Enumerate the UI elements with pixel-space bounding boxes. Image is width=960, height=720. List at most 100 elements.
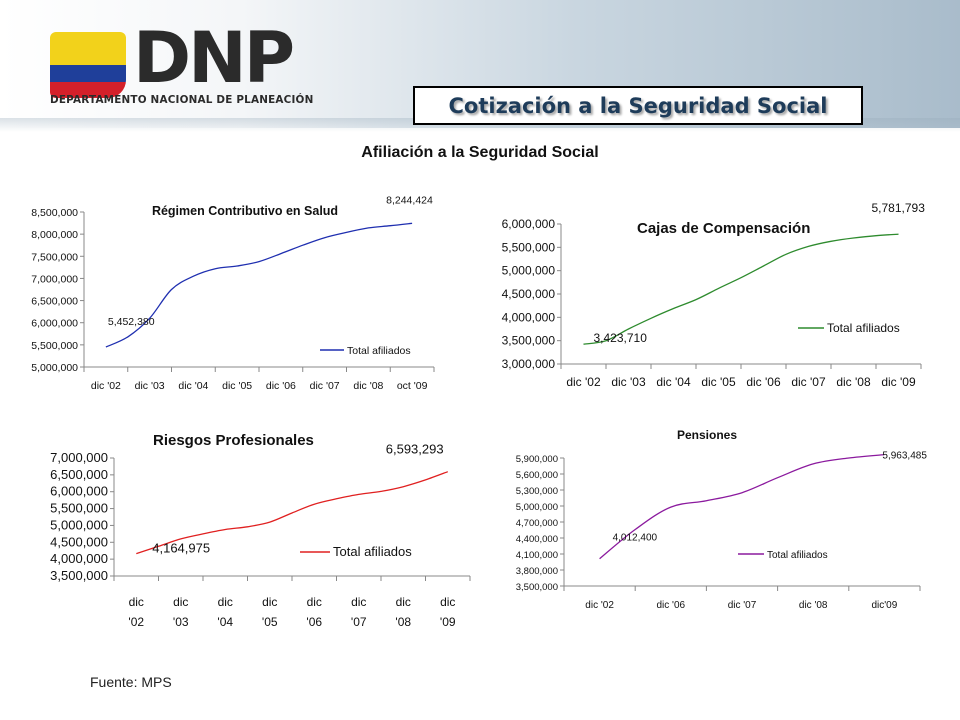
y-tick-label: 3,500,000 <box>50 568 108 583</box>
data-label-first: 4,164,975 <box>152 541 210 556</box>
x-tick-label: dic '05 <box>701 375 736 389</box>
y-tick-label: 4,500,000 <box>502 287 556 301</box>
x-tick-label: dic '09 <box>881 375 916 389</box>
legend-label: Total afiliados <box>827 321 900 335</box>
x-tick-label: dic <box>218 595 233 609</box>
x-tick-label: dic '02 <box>585 600 614 611</box>
x-tick-label: dic '05 <box>222 380 252 392</box>
chart-title: Régimen Contributivo en Salud <box>152 204 338 218</box>
y-tick-label: 5,000,000 <box>502 264 556 278</box>
y-tick-label: 4,500,000 <box>50 534 108 549</box>
legend-label: Total afiliados <box>347 345 411 357</box>
chart-cajas-compensacion: 3,000,000 3,500,000 4,000,000 4,500,000 5,00… <box>502 201 926 389</box>
logo-subtitle: DEPARTAMENTO NACIONAL DE PLANEACIÓN <box>50 94 314 106</box>
y-tick-label: 5,000,000 <box>516 502 558 513</box>
y-tick-label: 5,500,000 <box>50 501 108 516</box>
y-tick-label: 6,000,000 <box>502 217 556 231</box>
y-tick-label: 4,700,000 <box>516 518 558 529</box>
x-tick-label: dic '04 <box>178 380 208 392</box>
page-subtitle: Afiliación a la Seguridad Social <box>361 144 599 161</box>
x-tick-label: dic '03 <box>135 380 165 392</box>
y-tick-label: 4,000,000 <box>50 551 108 566</box>
x-tick-label: dic '08 <box>799 600 828 611</box>
data-label-first: 5,452,380 <box>108 316 155 328</box>
x-tick-label: '03 <box>173 615 189 629</box>
x-tick-label: dic <box>351 595 366 609</box>
y-tick-label: 3,500,000 <box>516 582 558 593</box>
y-tick-label: 7,000,000 <box>50 450 108 465</box>
data-label-first: 3,423,710 <box>594 331 648 345</box>
logo-text: DNP <box>133 17 295 99</box>
series-line <box>105 222 413 348</box>
chart-title: Riesgos Profesionales <box>153 432 314 449</box>
source-note: Fuente: MPS <box>90 674 172 690</box>
data-label-last: 6,593,293 <box>386 442 444 457</box>
chart-pensiones: 3,500,000 3,800,000 4,100,000 4,400,000 4,70… <box>516 428 928 611</box>
y-tick-label: 7,500,000 <box>31 251 78 263</box>
y-tick-label: 5,000,000 <box>50 517 108 532</box>
legend-label: Total afiliados <box>333 544 412 559</box>
x-tick-label: dic <box>440 595 455 609</box>
x-tick-label: dic <box>173 595 188 609</box>
x-tick-label: dic '06 <box>657 600 686 611</box>
y-tick-label: 5,600,000 <box>516 470 558 481</box>
x-tick-label: dic '07 <box>728 600 757 611</box>
y-tick-label: 6,000,000 <box>50 484 108 499</box>
y-tick-label: 8,500,000 <box>31 207 78 219</box>
data-label-last: 8,244,424 <box>386 194 433 206</box>
x-tick-label: '05 <box>262 615 278 629</box>
x-tick-label: dic '08 <box>836 375 871 389</box>
x-tick-label: dic '02 <box>91 380 121 392</box>
y-tick-label: 8,000,000 <box>31 229 78 241</box>
y-tick-label: 4,400,000 <box>516 534 558 545</box>
data-label-first: 4,012,400 <box>613 533 658 544</box>
colombia-flag-icon <box>50 32 126 98</box>
dnp-logo: DNP DEPARTAMENTO NACIONAL DE PLANEACIÓN <box>47 20 313 110</box>
x-tick-label: '04 <box>217 615 233 629</box>
x-tick-label: dic '02 <box>566 375 601 389</box>
x-tick-label: '09 <box>440 615 456 629</box>
y-tick-label: 3,000,000 <box>502 357 556 371</box>
y-tick-label: 7,000,000 <box>31 273 78 285</box>
y-tick-label: 3,500,000 <box>502 334 556 348</box>
y-tick-label: 6,000,000 <box>31 318 78 330</box>
x-tick-label: dic '04 <box>656 375 691 389</box>
x-tick-label: dic <box>307 595 322 609</box>
chart-regimen-contributivo: 5,000,000 5,500,000 6,000,000 6,500,000 7,00… <box>31 194 435 392</box>
y-tick-label: 4,100,000 <box>516 550 558 561</box>
x-tick-label: oct '09 <box>397 380 428 392</box>
data-label-last: 5,963,485 <box>882 451 927 462</box>
x-tick-label: '02 <box>128 615 144 629</box>
x-tick-label: dic <box>262 595 277 609</box>
series-line <box>599 453 885 560</box>
x-tick-label: dic '06 <box>266 380 296 392</box>
data-label-last: 5,781,793 <box>872 201 926 215</box>
x-tick-label: dic '07 <box>791 375 826 389</box>
series-line <box>583 233 899 345</box>
chart-title: Pensiones <box>677 428 737 442</box>
y-tick-label: 5,000,000 <box>31 362 78 374</box>
x-tick-label: dic'09 <box>871 600 897 611</box>
y-tick-label: 6,500,000 <box>50 467 108 482</box>
y-tick-label: 4,000,000 <box>502 310 556 324</box>
x-tick-label: dic '08 <box>353 380 383 392</box>
chart-riesgos-profesionales: 3,500,000 4,000,000 4,500,000 5,000,0005,50… <box>50 432 471 629</box>
slide-title: Cotización a la Seguridad Social <box>448 93 828 118</box>
x-tick-label: dic '07 <box>310 380 340 392</box>
y-tick-label: 5,500,000 <box>31 340 78 352</box>
slide-title-box: Cotización a la Seguridad Social <box>413 86 863 125</box>
x-tick-label: '08 <box>395 615 411 629</box>
legend-label: Total afiliados <box>767 550 828 561</box>
y-tick-label: 3,800,000 <box>516 566 558 577</box>
y-tick-label: 5,300,000 <box>516 486 558 497</box>
series-line <box>136 471 449 555</box>
x-tick-label: dic <box>396 595 411 609</box>
y-tick-label: 5,900,000 <box>516 454 558 465</box>
x-tick-label: dic '03 <box>611 375 646 389</box>
y-tick-label: 6,500,000 <box>31 296 78 308</box>
x-tick-label: dic '06 <box>746 375 781 389</box>
x-tick-label: dic <box>129 595 144 609</box>
x-tick-label: '07 <box>351 615 367 629</box>
x-tick-label: '06 <box>306 615 322 629</box>
y-tick-label: 5,500,000 <box>502 240 556 254</box>
